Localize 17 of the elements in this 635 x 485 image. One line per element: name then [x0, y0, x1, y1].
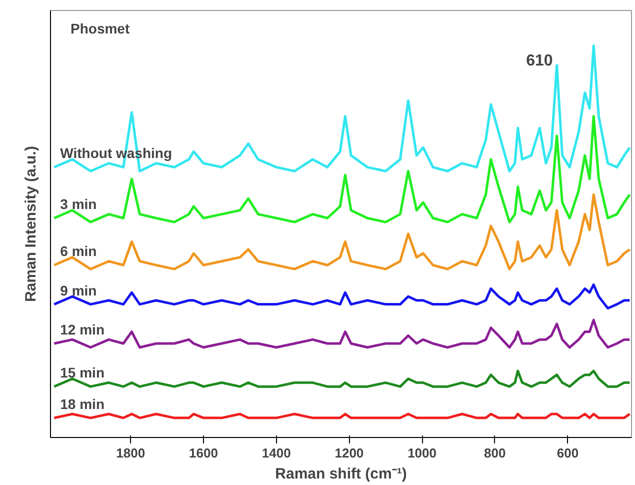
x-axis-title: Raman shift (cm⁻¹) — [275, 466, 407, 482]
series-label: 6 min — [60, 243, 97, 260]
series-label: 3 min — [60, 196, 97, 212]
x-tick-label: 1000 — [408, 446, 437, 460]
series-label: 18 min — [60, 396, 104, 412]
series-label: 15 min — [60, 364, 104, 381]
annotation: 610 — [526, 52, 553, 70]
x-tick-label: 1200 — [334, 446, 364, 460]
series-label: 12 min — [60, 321, 104, 338]
y-axis-title: Raman Intensity (a.u.) — [22, 146, 40, 302]
series-label: 9 min — [60, 282, 97, 298]
text: Phosmet — [70, 20, 130, 36]
x-tick-label: 1600 — [189, 446, 218, 460]
x-tick-label: 1800 — [116, 446, 146, 460]
x-tick-label: 600 — [556, 446, 579, 460]
x-tick-label: 1400 — [262, 446, 291, 460]
x-tick-label: 800 — [484, 446, 506, 460]
